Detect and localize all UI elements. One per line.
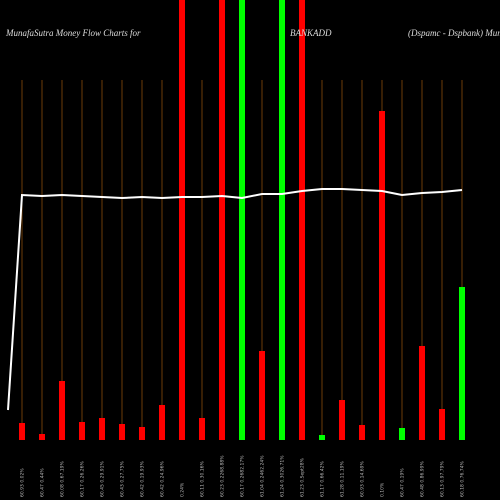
- bar: [239, 0, 245, 440]
- x-tick-label: 60.17 0.26.26%: [80, 461, 86, 497]
- x-tick-label: 61.23 0.Sept28%: [300, 457, 306, 497]
- title-left: MunafaSutra Money Flow Charts for: [5, 28, 141, 38]
- bar: [159, 405, 165, 440]
- bar: [339, 400, 345, 440]
- x-tick-label: 60.18 0.76.74%: [460, 461, 466, 497]
- bar: [179, 0, 185, 440]
- x-tick-label: 0.24%: [180, 482, 186, 497]
- bar: [319, 435, 325, 440]
- x-tick-label: 60.47 0.44%: [40, 468, 46, 497]
- bar: [379, 111, 385, 440]
- x-tick-label: 61.28 0.11.19%: [340, 461, 346, 497]
- x-tick-label: 60.17 0.2682.17%: [240, 455, 246, 497]
- x-tick-label: 0.10%: [380, 482, 386, 497]
- x-tick-label: 60.47 0.19%: [400, 468, 406, 497]
- x-tick-label: 60.48 0.86.99%: [420, 461, 426, 497]
- bar: [19, 423, 25, 440]
- title-right: (Dspamc - Dspbank) Mum: [408, 28, 500, 38]
- x-tick-label: 60.23 0.2268.88%: [220, 455, 226, 497]
- x-tick-label: 60.13 0.97.79%: [440, 461, 446, 497]
- x-tick-label: 60.93 0.02%: [20, 468, 26, 497]
- x-tick-label: 61.24 0.3026.71%: [280, 455, 286, 497]
- bar: [359, 425, 365, 440]
- bar: [219, 0, 225, 440]
- x-tick-label: 60.11 0.30.16%: [200, 461, 206, 497]
- bar: [419, 346, 425, 440]
- bar: [399, 428, 405, 440]
- x-tick-label: 60.43 0.27.75%: [120, 461, 126, 497]
- bar: [259, 351, 265, 440]
- bar: [459, 287, 465, 440]
- bar: [299, 0, 305, 440]
- money-flow-line: [7, 188, 463, 411]
- x-tick-label: 61.04 0.2462.24%: [260, 455, 266, 497]
- bar: [279, 0, 285, 440]
- bar: [439, 409, 445, 440]
- bar: [79, 422, 85, 440]
- bar: [199, 418, 205, 440]
- x-tick-label: 60.08 0.67.19%: [60, 461, 66, 497]
- bar: [139, 427, 145, 440]
- bar: [99, 418, 105, 440]
- bar: [59, 381, 65, 440]
- x-tick-label: 60.42 0.24.96%: [160, 461, 166, 497]
- x-tick-label: 60.45 0.29.91%: [100, 461, 106, 497]
- bar: [119, 424, 125, 440]
- bar: [39, 434, 45, 440]
- title-center: BANKADD: [290, 28, 332, 38]
- x-tick-label: 60.42 0.19.93%: [140, 461, 146, 497]
- x-tick-label: 60.93 0.14.69%: [360, 461, 366, 497]
- x-tick-label: 61.17 0.66.42%: [320, 461, 326, 497]
